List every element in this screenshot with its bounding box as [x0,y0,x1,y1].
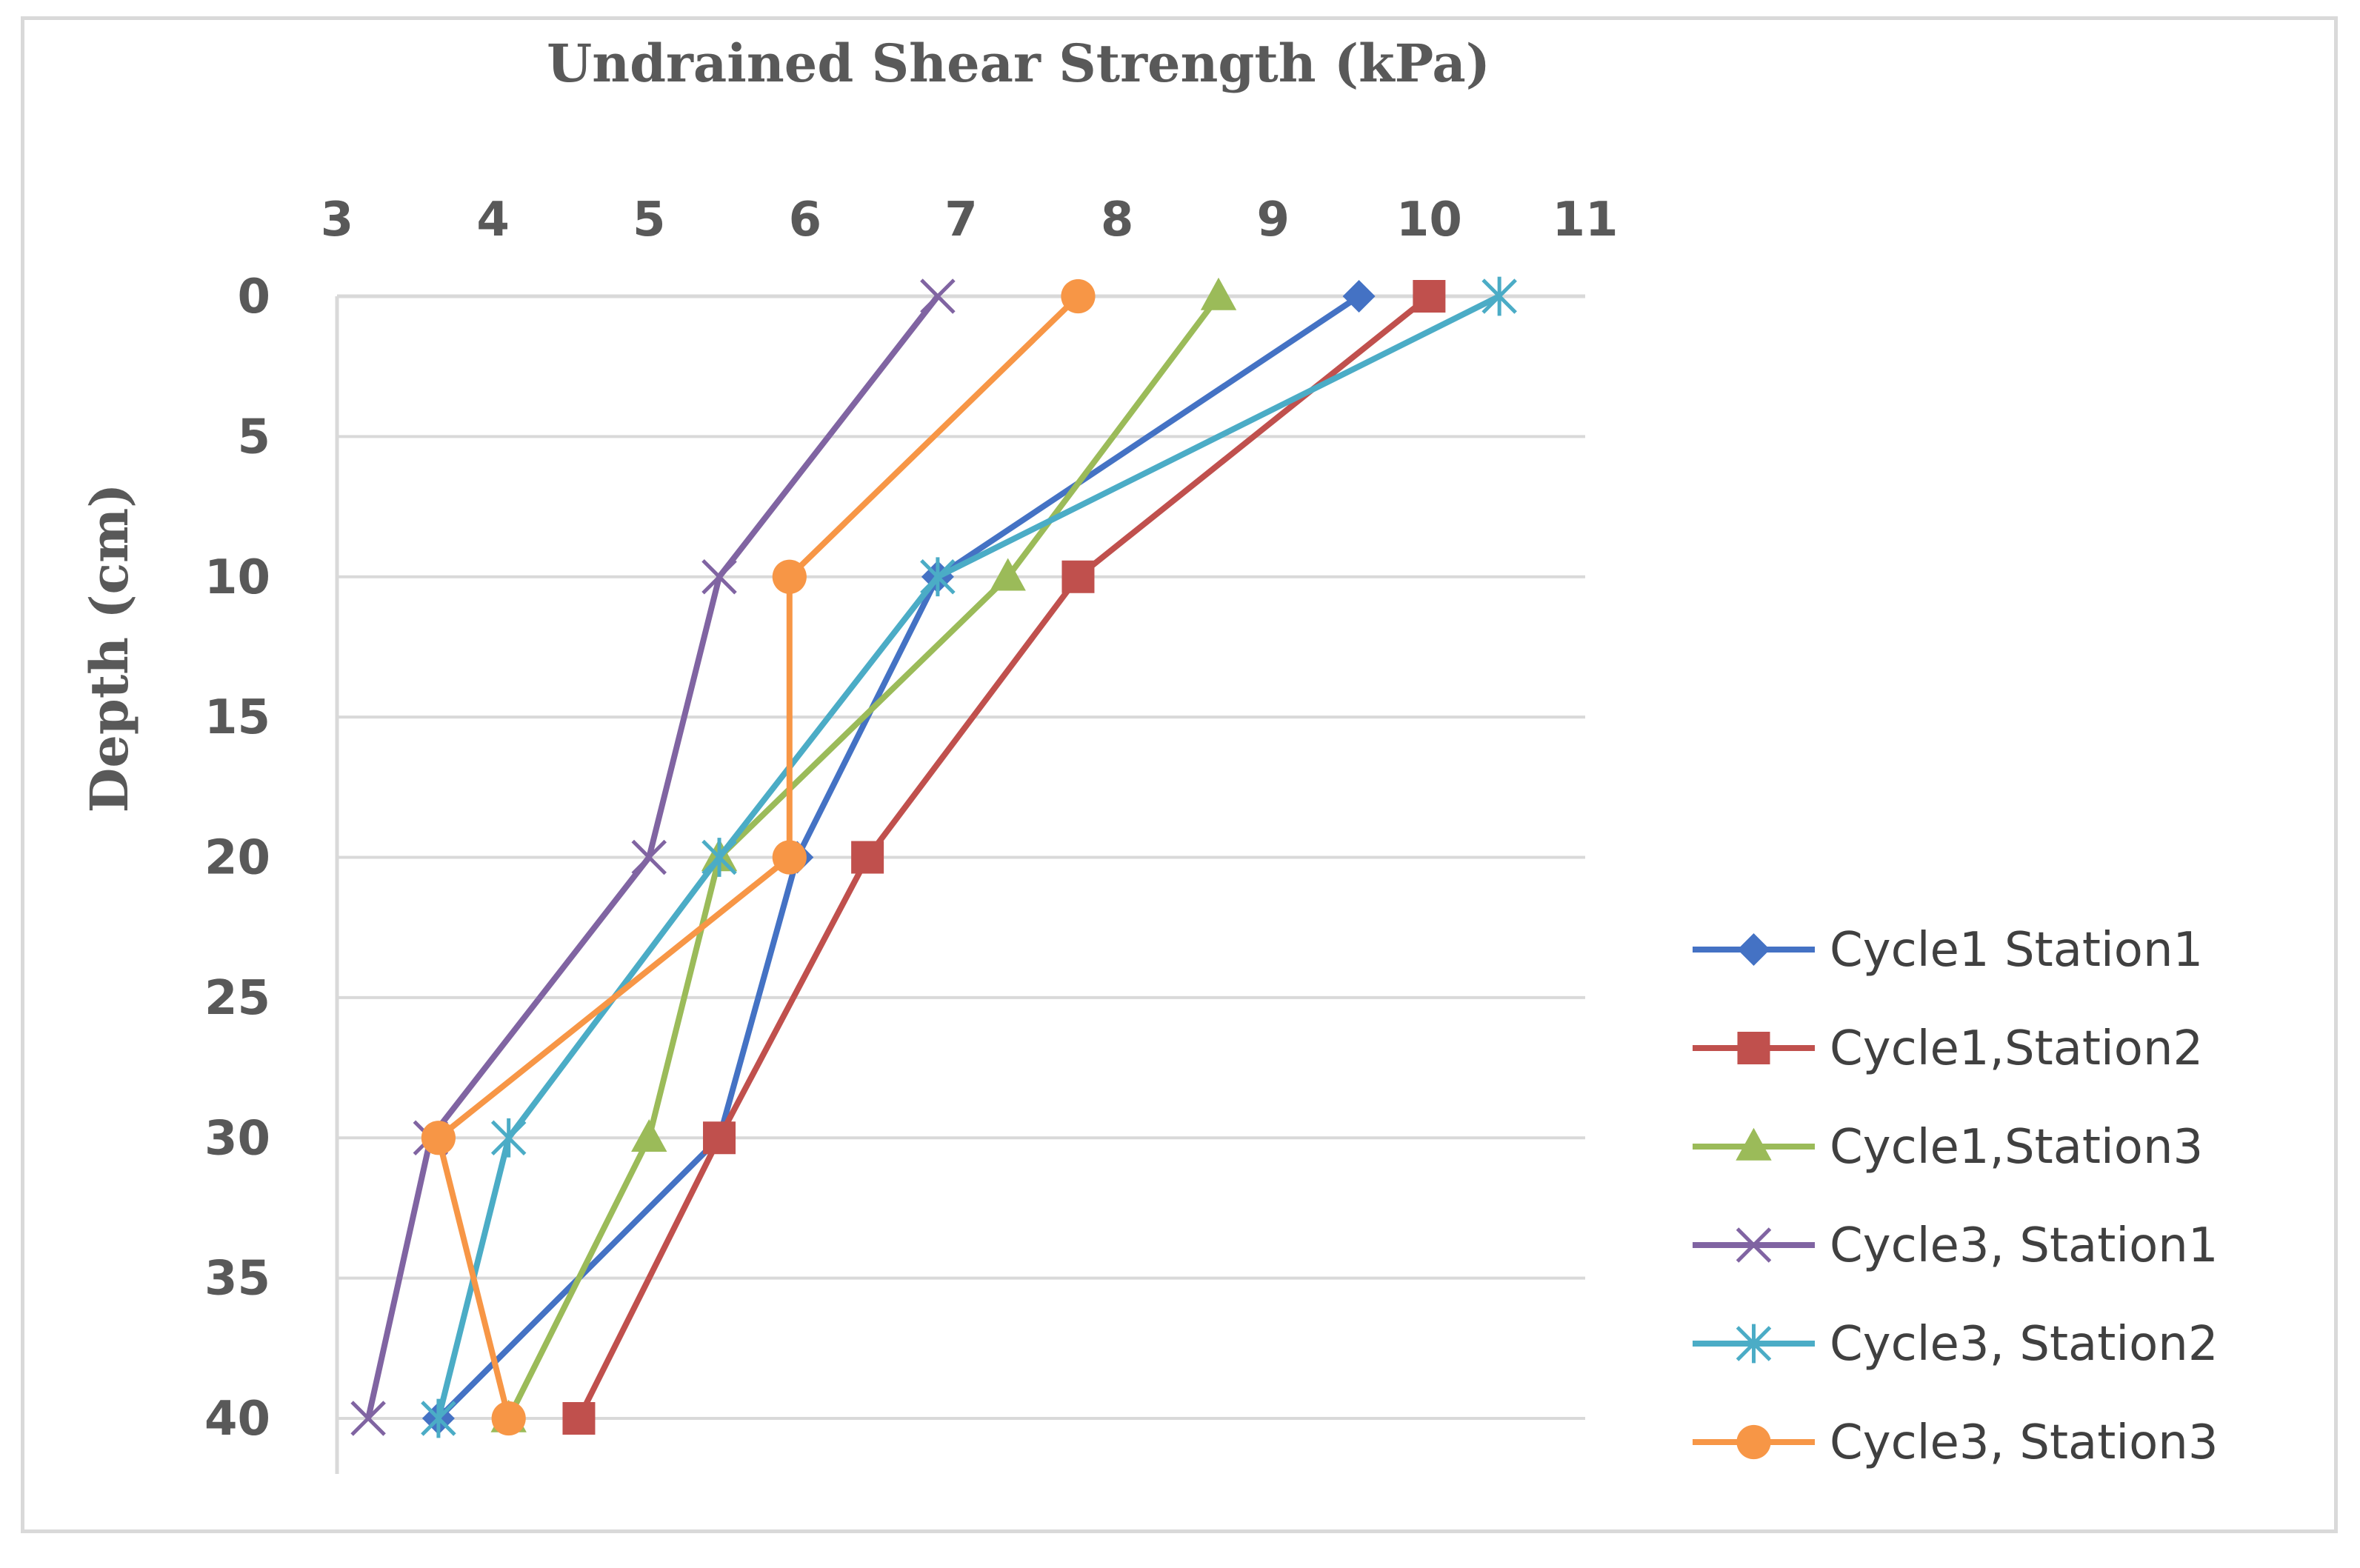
axes [335,294,1585,1474]
series-2 [562,280,1446,1435]
data-point-4-10 [701,558,737,595]
legend-marker-5 [1736,1324,1772,1364]
data-point-5-30 [490,1118,527,1158]
y-axis-label: Depth (cm) [79,484,140,813]
data-point-6-30 [421,1121,456,1155]
x-tick-5: 5 [633,193,666,247]
data-point-3-10 [990,558,1026,591]
data-point-4-40 [350,1401,386,1436]
x-tick-10: 10 [1396,193,1462,247]
data-point-1-0 [1342,280,1376,313]
data-point-6-0 [1061,278,1096,314]
y-tick-labels: 0 5 10 15 20 25 30 35 40 [204,270,270,1447]
x-tick-3: 3 [321,193,354,247]
data-point-2-10 [1061,560,1095,593]
series-6 [421,278,1096,1436]
gridlines [337,435,1585,1420]
data-point-5-40 [421,1398,456,1438]
data-point-5-10 [920,557,956,597]
data-point-4-20 [631,839,667,875]
y-tick-10: 10 [204,550,270,605]
legend-item-3: Cycle1,Station3 [1693,1120,2203,1175]
y-tick-15: 15 [204,690,270,745]
y-tick-35: 35 [204,1252,270,1307]
legend-item-6: Cycle3, Station3 [1693,1415,2219,1470]
data-point-3-0 [1200,277,1237,310]
x-tick-6: 6 [789,193,822,247]
x-tick-11: 11 [1552,193,1618,247]
legend-item-2: Cycle1,Station2 [1693,1021,2203,1076]
data-point-3-30 [631,1118,667,1152]
series-4 [350,278,956,1436]
data-point-6-10 [772,559,807,594]
data-point-5-20 [701,838,737,877]
data-point-2-30 [703,1121,736,1155]
y-tick-5: 5 [237,410,270,464]
x-tick-labels: 3 4 5 6 7 8 9 10 11 [321,193,1619,247]
legend-marker-2 [1737,1032,1770,1064]
series-group [350,276,1517,1438]
legend-marker-4 [1736,1227,1772,1263]
x-tick-9: 9 [1256,193,1290,247]
legend-label-3: Cycle1,Station3 [1830,1120,2203,1175]
data-point-2-0 [1413,280,1446,313]
legend-label-2: Cycle1,Station2 [1830,1021,2203,1076]
y-tick-40: 40 [204,1392,270,1447]
y-tick-0: 0 [237,270,270,324]
data-point-6-20 [772,840,807,875]
legend-marker-1 [1737,933,1770,966]
data-point-2-40 [562,1402,596,1435]
y-tick-30: 30 [204,1111,270,1166]
legend-label-6: Cycle3, Station3 [1830,1415,2219,1470]
y-tick-25: 25 [204,971,270,1026]
legend-item-5: Cycle3, Station2 [1693,1317,2219,1372]
data-point-4-0 [920,278,956,314]
x-tick-7: 7 [944,193,978,247]
legend-label-1: Cycle1 Station1 [1830,923,2203,978]
legend-label-5: Cycle3, Station2 [1830,1317,2219,1372]
chart-frame [21,16,2338,1533]
chart-title: Undrained Shear Strength (kPa) [547,33,1490,94]
legend-marker-6 [1736,1424,1771,1460]
x-tick-8: 8 [1101,193,1134,247]
data-point-2-20 [851,841,884,874]
legend-label-4: Cycle3, Station1 [1830,1218,2219,1273]
x-tick-4: 4 [476,193,510,247]
legend: Cycle1 Station1 Cycle1,Station2 Cycle1,Sta… [1693,923,2219,1470]
y-tick-20: 20 [204,831,270,886]
data-point-5-0 [1481,276,1517,316]
legend-item-1: Cycle1 Station1 [1693,923,2203,978]
series-5 [421,276,1517,1438]
legend-item-4: Cycle3, Station1 [1693,1218,2219,1273]
legend-marker-3 [1736,1127,1772,1161]
data-point-6-40 [491,1401,526,1436]
